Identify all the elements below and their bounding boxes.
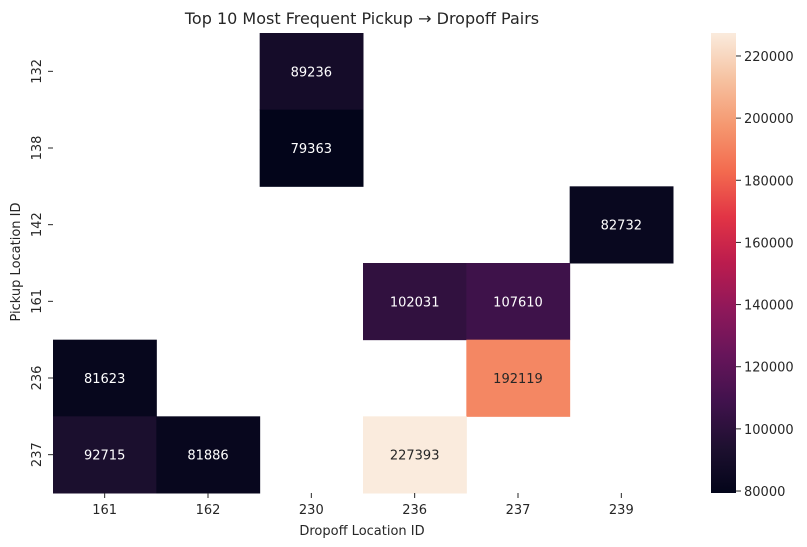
heatmap-cell [363, 416, 467, 494]
colorbar-tick-label: 180000 [744, 174, 794, 189]
x-tick-label: 161 [92, 503, 117, 518]
colorbar-tick-label: 120000 [744, 361, 794, 376]
colorbar-tick-label: 200000 [744, 112, 794, 127]
cell-value-label: 107610 [493, 295, 543, 310]
colorbar-tick-label: 220000 [744, 50, 794, 65]
colorbar: 80000 100000 120000 140000 160000 180000 20000… [711, 33, 794, 500]
x-tick-label: 230 [299, 503, 324, 518]
x-tick-label: 236 [402, 503, 427, 518]
colorbar-tick-label: 80000 [744, 485, 785, 500]
y-tick-label: 142 [30, 212, 45, 237]
heatmap-cell [53, 339, 157, 417]
cell-value-label: 102031 [390, 295, 440, 310]
x-axis: 161 162 230 236 237 239 [92, 493, 634, 518]
cell-value-label: 192119 [493, 372, 543, 387]
cell-value-label: 79363 [291, 142, 332, 157]
cell-value-label: 82732 [601, 219, 642, 234]
y-axis: 132 138 142 161 236 237 [30, 59, 53, 467]
x-tick-label: 237 [506, 503, 531, 518]
cell-value-label: 81886 [187, 449, 228, 464]
cell-value-label: 227393 [390, 449, 440, 464]
x-tick-label: 239 [609, 503, 634, 518]
colorbar-tick-label: 160000 [744, 236, 794, 251]
y-axis-label: Pickup Location ID [9, 202, 24, 321]
heatmap-cell [53, 416, 157, 494]
chart-title: Top 10 Most Frequent Pickup → Dropoff Pa… [184, 9, 539, 28]
y-tick-label: 138 [30, 136, 45, 161]
y-tick-label: 236 [30, 366, 45, 391]
colorbar-tick-label: 100000 [744, 423, 794, 438]
heatmap-cell [259, 109, 364, 187]
x-tick-label: 162 [196, 503, 221, 518]
y-tick-label: 237 [30, 442, 45, 467]
x-axis-label: Dropoff Location ID [299, 524, 424, 539]
colorbar-gradient [711, 33, 736, 493]
cell-value-label: 89236 [291, 65, 332, 80]
heatmap-cell [569, 186, 674, 264]
heatmap-cells: 89236 79363 82732 102031 107610 81623 192119 92… [53, 33, 674, 494]
heatmap-cell [466, 263, 571, 341]
y-tick-label: 161 [30, 289, 45, 314]
heatmap-cell [363, 263, 467, 341]
heatmap-cell [466, 339, 571, 417]
y-tick-label: 132 [30, 59, 45, 84]
cell-value-label: 92715 [84, 449, 125, 464]
heatmap-cell [156, 416, 261, 494]
colorbar-tick-label: 140000 [744, 299, 794, 314]
heatmap-cell [259, 33, 364, 111]
cell-value-label: 81623 [84, 372, 125, 387]
